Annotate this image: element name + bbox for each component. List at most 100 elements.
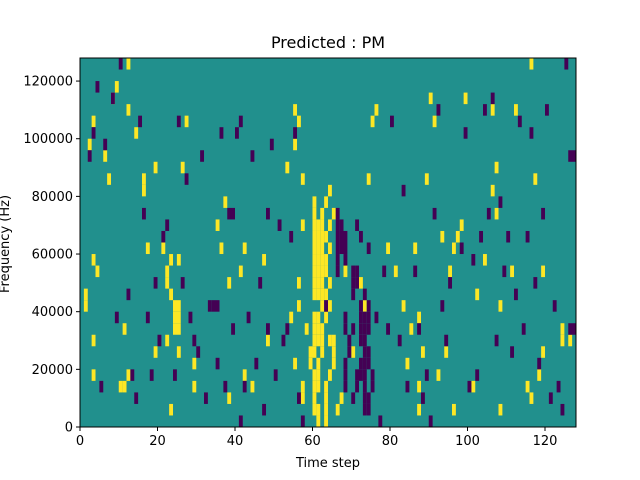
heatmap-cell-high	[250, 380, 255, 393]
heatmap-cell-high	[180, 161, 185, 174]
heatmap-cell-high	[444, 346, 449, 358]
heatmap-cell-low	[362, 380, 367, 393]
heatmap-cell-high	[107, 173, 112, 185]
heatmap-cell-high	[238, 265, 243, 278]
heatmap-cell-high	[262, 254, 267, 266]
heatmap-cell-high	[312, 311, 317, 324]
heatmap-cell-high	[510, 265, 515, 278]
heatmap-cell-high	[316, 219, 321, 231]
heatmap-cell-high	[324, 311, 329, 324]
heatmap-cell-low	[424, 369, 429, 381]
heatmap-cell-low	[483, 104, 487, 116]
heatmap-cell-low	[362, 369, 367, 381]
heatmap-cell-low	[351, 323, 356, 335]
heatmap-cell-low	[180, 277, 185, 289]
y-tick-label: 80000	[32, 190, 73, 205]
heatmap-cell-high	[362, 300, 367, 312]
heatmap-cell-low	[215, 357, 220, 370]
heatmap-cell-high	[316, 254, 321, 266]
heatmap-cell-high	[463, 92, 468, 105]
heatmap-cell-low	[184, 173, 189, 185]
heatmap-cell-high	[161, 242, 166, 255]
heatmap-cell-low	[343, 357, 348, 370]
heatmap-cell-low	[266, 323, 270, 335]
heatmap-cell-high	[219, 242, 224, 255]
heatmap-cell-low	[560, 403, 565, 416]
heatmap-cell-high	[308, 357, 313, 370]
heatmap-cell-low	[359, 323, 363, 335]
heatmap-cell-low	[145, 311, 150, 324]
heatmap-cell-high	[324, 265, 329, 278]
heatmap-cell-high	[393, 265, 398, 278]
heatmap-cell-high	[471, 380, 476, 393]
heatmap-cell-low	[235, 127, 239, 139]
heatmap-cell-high	[312, 207, 317, 220]
heatmap-cell-high	[308, 346, 313, 358]
heatmap-cell-high	[165, 277, 170, 289]
heatmap-cell-high	[514, 104, 518, 116]
heatmap-cell-high	[91, 115, 96, 128]
heatmap-cell-high	[494, 207, 499, 220]
heatmap-cell-high	[331, 207, 336, 220]
heatmap-cell-high	[455, 230, 460, 243]
heatmap-cell-high	[320, 254, 325, 266]
heatmap-cell-high	[331, 346, 336, 358]
heatmap-cell-low	[355, 219, 360, 231]
heatmap-cell-low	[382, 265, 387, 278]
heatmap-cell-low	[355, 369, 360, 381]
heatmap-cell-high	[328, 277, 332, 289]
heatmap-cell-high	[533, 173, 538, 185]
heatmap-cell-high	[312, 196, 317, 208]
heatmap-cell-low	[471, 254, 476, 266]
heatmap-cell-high	[498, 300, 503, 312]
x-tick-label: 60	[304, 434, 321, 449]
heatmap-cell-low	[510, 346, 515, 358]
heatmap-cell-high	[386, 242, 391, 255]
heatmap-cell-low	[417, 323, 422, 335]
heatmap-cell-high	[316, 357, 321, 370]
heatmap-cell-high	[242, 242, 247, 255]
heatmap-cell-low	[343, 242, 348, 255]
heatmap-cell-high	[331, 357, 336, 370]
heatmap-cell-low	[335, 265, 340, 278]
heatmap-cell-high	[83, 288, 88, 301]
heatmap-cell-high	[91, 369, 96, 381]
heatmap-cell-high	[417, 403, 422, 416]
heatmap-cell-high	[320, 230, 325, 243]
heatmap-cell-high	[300, 219, 305, 231]
heatmap-cell-low	[463, 127, 468, 139]
heatmap-cell-high	[312, 254, 317, 266]
heatmap-cell-low	[397, 334, 402, 347]
heatmap-cell-high	[560, 334, 565, 347]
heatmap-cell-high	[215, 219, 220, 231]
plot-frame	[79, 57, 577, 428]
heatmap-cell-low	[541, 207, 546, 220]
heatmap-cell-low	[142, 207, 146, 220]
heatmap-cell-high	[316, 369, 321, 381]
heatmap-cell-high	[312, 265, 317, 278]
heatmap-cell-low	[359, 230, 363, 243]
heatmap-cell-high	[359, 277, 363, 289]
heatmap-cell-low	[149, 369, 154, 381]
heatmap-cell-high	[490, 184, 495, 197]
heatmap-cell-high	[153, 346, 158, 358]
heatmap-cell-high	[312, 323, 317, 335]
heatmap-cell-high	[153, 161, 158, 174]
heatmap-cell-high	[312, 392, 317, 404]
heatmap-cell-high	[541, 265, 546, 278]
heatmap-cell-low	[165, 219, 170, 231]
heatmap-cell-high	[320, 265, 325, 278]
heatmap-cell-high	[126, 58, 131, 70]
heatmap-cell-low	[568, 150, 576, 162]
heatmap-cell-low	[91, 127, 96, 139]
heatmap-cell-low	[552, 300, 557, 312]
heatmap-cell-low	[498, 196, 503, 208]
heatmap-cell-high	[459, 219, 464, 231]
heatmap-cell-low	[297, 392, 301, 404]
heatmap-cell-high	[126, 369, 131, 381]
heatmap-cell-high	[320, 277, 325, 289]
heatmap-cell-low	[343, 254, 348, 266]
heatmap-cell-high	[316, 230, 321, 243]
heatmap-cell-high	[537, 369, 542, 381]
heatmap-cell-low	[401, 184, 406, 197]
